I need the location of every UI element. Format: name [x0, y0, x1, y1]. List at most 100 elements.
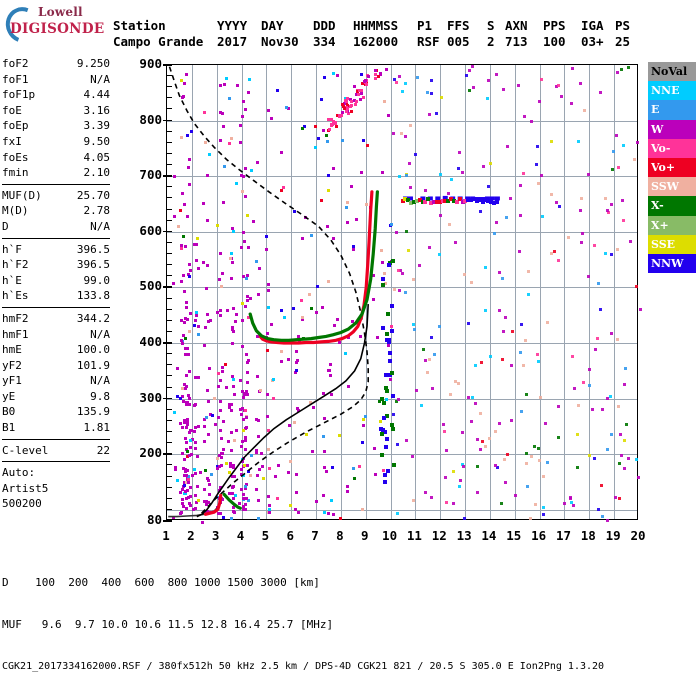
header-value-4: 162000 — [353, 34, 399, 49]
echo-point — [188, 263, 192, 267]
es-band-echo — [491, 200, 496, 205]
echo-point — [597, 507, 601, 511]
echo-point — [579, 81, 583, 85]
echo-point — [414, 153, 418, 157]
echo-point — [637, 475, 641, 479]
echo-point — [245, 353, 249, 357]
legend-item-nne[interactable]: NNE — [648, 81, 696, 101]
auto-scaler-line-2: 500200 — [2, 497, 42, 511]
legend-item-vo[interactable]: Vo+ — [648, 157, 696, 178]
echo-point — [433, 353, 437, 357]
echo-point — [331, 237, 335, 241]
echo-point — [582, 381, 586, 385]
echo-point — [257, 266, 261, 270]
echo-point — [184, 425, 188, 429]
echo-point — [420, 403, 424, 407]
legend-item-nnw[interactable]: NNW — [648, 253, 696, 274]
ionogram-trace — [248, 190, 379, 342]
legend-item-e[interactable]: E — [648, 100, 696, 120]
echo-point — [177, 225, 181, 229]
echo-point — [185, 449, 189, 453]
x-tick-label-10: 10 — [382, 528, 398, 543]
legend-item-x[interactable]: X- — [648, 196, 696, 216]
param-group-divider — [2, 183, 110, 185]
echo-point — [609, 252, 613, 256]
param-value: 1.81 — [83, 421, 111, 435]
y-minor-tick — [167, 286, 172, 288]
echo-point — [386, 262, 391, 267]
ionogram-plot-area[interactable] — [166, 64, 642, 524]
echo-point — [609, 395, 613, 399]
es-band-echo — [489, 199, 494, 204]
echo-point — [326, 279, 330, 283]
echo-point — [390, 394, 395, 399]
echo-point — [479, 361, 483, 365]
echo-point — [382, 479, 387, 484]
echo-point — [220, 365, 224, 369]
echo-point — [296, 334, 300, 338]
legend-item-vo[interactable]: Vo- — [648, 138, 696, 158]
echo-point — [575, 465, 579, 469]
echo-point — [595, 336, 599, 340]
echo-point — [415, 389, 419, 393]
echo-point — [171, 282, 175, 286]
x-tick-label-20: 20 — [630, 528, 646, 543]
echo-point — [383, 99, 387, 103]
echo-point — [458, 150, 462, 154]
legend-item-ssw[interactable]: SSW — [648, 177, 696, 197]
echo-point — [205, 218, 209, 222]
echo-point — [309, 234, 313, 238]
echo-point — [248, 77, 252, 81]
echo-point — [277, 464, 281, 468]
echo-point — [619, 433, 623, 437]
echo-point — [202, 488, 206, 492]
y-minor-tick — [167, 364, 172, 366]
es-band-echo — [471, 197, 476, 202]
echo-point — [588, 383, 592, 387]
echo-point — [520, 323, 524, 327]
y-tick-label-400: 400 — [139, 334, 162, 350]
echo-point — [326, 174, 330, 178]
echo-point — [504, 480, 508, 484]
echo-point — [206, 501, 210, 505]
y-minor-tick — [167, 141, 172, 143]
echo-point — [603, 251, 607, 255]
echo-point — [623, 382, 627, 386]
x-tick-label-5: 5 — [261, 528, 270, 543]
echo-point — [321, 306, 325, 310]
echo-point — [472, 85, 475, 89]
echo-point — [218, 511, 222, 515]
echo-point — [181, 452, 185, 456]
echo-point — [460, 171, 464, 175]
echo-point — [505, 215, 509, 219]
echo-point — [337, 113, 341, 117]
echo-point — [203, 110, 207, 114]
echo-point — [222, 164, 226, 168]
param-value: 9.250 — [76, 57, 110, 70]
echo-point — [558, 205, 562, 209]
echo-point — [359, 335, 363, 339]
legend-item-x[interactable]: X+ — [648, 215, 696, 235]
echo-point — [399, 132, 403, 136]
echo-point — [242, 473, 245, 477]
echo-point — [310, 450, 314, 454]
echo-point — [219, 499, 223, 503]
es-band-echo — [466, 197, 471, 202]
echo-point — [258, 389, 262, 393]
echo-point — [224, 362, 228, 366]
echo-point — [617, 497, 621, 501]
legend-item-noval[interactable]: NoVal — [648, 62, 696, 82]
echo-point — [219, 284, 223, 288]
es-band-echo — [449, 197, 454, 202]
legend-item-sse[interactable]: SSE — [648, 234, 696, 254]
echo-point — [448, 393, 452, 397]
echo-point — [349, 103, 353, 107]
legend-item-w[interactable]: W — [648, 119, 696, 139]
echo-point — [468, 88, 472, 92]
param-row-md: M(D) 2.78 — [2, 203, 110, 219]
echo-point — [467, 322, 471, 326]
echo-point — [217, 384, 221, 388]
echo-point — [529, 120, 533, 124]
echo-point — [232, 466, 236, 470]
echo-point — [494, 221, 498, 225]
